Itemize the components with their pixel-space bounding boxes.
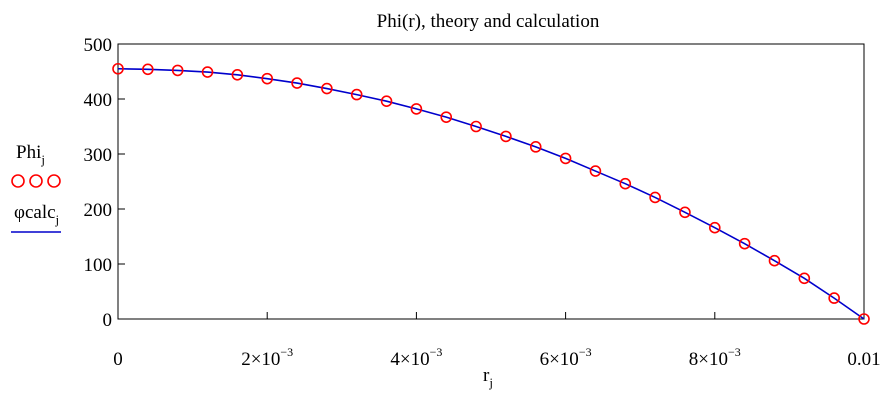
y-tick-label: 300 [84,145,113,166]
phi-point [708,221,721,234]
phi-point [559,152,572,165]
legend-label-phi: Phij [16,142,45,167]
y-tick-label: 200 [84,200,113,221]
phi-point [619,177,632,190]
phi-point [828,292,840,304]
phi-point [649,191,661,204]
phi-point [500,130,512,143]
phi-point [171,64,184,77]
plot-frame [117,43,865,320]
x-tick-label: 2×10−3 [241,345,293,370]
series-phi-points [112,62,870,325]
x-tick-label: 8×10−3 [689,345,741,370]
legend-marker-phi [11,174,61,188]
phi-point [201,66,214,78]
phi-point [142,63,154,76]
phi-point [231,69,244,81]
phi-point [440,111,453,123]
phi-point [798,272,811,285]
legend-label-phicalc: φcalcj [14,202,59,227]
x-tick-label: 0.01 [847,349,880,370]
y-axis-ticks: 0 100 200 300 400 500 [84,35,125,331]
phi-point [679,206,691,219]
x-tick-label: 0 [113,349,123,370]
phi-point [529,141,542,153]
phi-point [470,120,482,133]
phi-point [858,313,870,325]
legend-circle [11,174,25,188]
y-tick-label: 500 [84,35,113,56]
phi-point [738,237,751,250]
y-tick-label: 400 [84,90,113,111]
phi-point [291,77,303,89]
chart-title: Phi(r), theory and calculation [377,11,600,32]
y-tick-label: 0 [103,310,113,331]
series-phicalc-line [117,67,865,320]
y-tick-label: 100 [84,255,113,276]
x-axis-ticks: 0 2×10−3 4×10−3 6×10−3 8×10−3 0.01 [113,312,881,370]
legend: Phij φcalcj [11,142,61,233]
phi-point [768,254,781,267]
phi-point [589,165,602,177]
phi-point [112,62,124,75]
x-axis-label: rj [483,365,493,390]
phi-point [350,88,363,101]
legend-circle [47,174,61,188]
phi-point [380,95,393,107]
phi-point [410,103,423,115]
legend-circle [29,174,43,188]
phi-point [321,82,333,95]
x-tick-label: 6×10−3 [540,345,592,370]
x-tick-label: 4×10−3 [390,345,442,370]
phi-point [261,72,274,85]
